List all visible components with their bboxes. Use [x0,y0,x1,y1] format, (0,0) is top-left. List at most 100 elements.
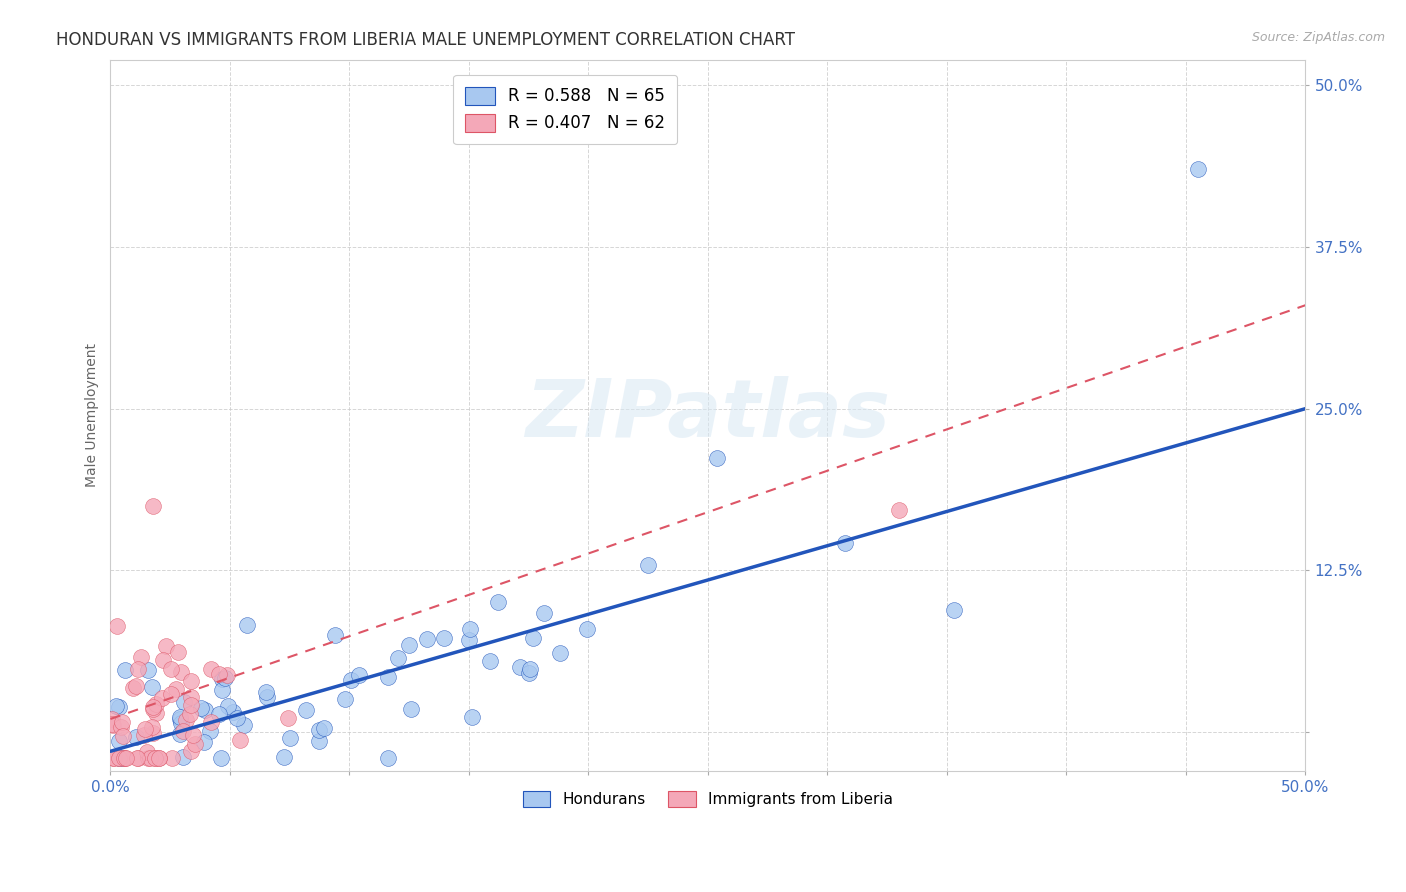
Point [314,721,336,735]
Point [127,751,149,765]
Point [399,702,422,716]
Point [141,681,163,695]
Point [519,662,541,676]
Point [114,751,136,765]
Point [943,603,966,617]
Point [132,728,155,742]
Point [323,628,346,642]
Point [180,698,202,713]
Point [166,645,188,659]
Point [173,695,195,709]
Point [101,751,124,765]
Point [706,450,728,465]
Point [174,713,197,727]
Point [139,751,162,765]
Point [112,751,135,765]
Point [101,717,124,731]
Point [887,502,910,516]
Point [211,672,233,686]
Point [160,751,183,765]
Point [148,751,170,765]
Point [169,712,191,726]
Point [193,703,215,717]
Point [198,724,221,739]
Point [169,716,191,731]
Point [200,715,222,730]
Point [387,651,409,665]
Point [209,751,232,765]
Point [208,707,231,722]
Point [179,706,201,721]
Point [107,733,129,747]
Point [637,558,659,573]
Point [142,726,165,740]
Point [222,706,245,720]
Point [101,718,124,732]
Point [180,690,202,705]
Point [107,751,129,765]
Point [347,668,370,682]
Point [127,751,149,765]
Point [236,617,259,632]
Point [111,714,134,729]
Point [170,665,193,679]
Point [105,699,128,714]
Point [461,709,484,723]
Point [377,751,399,765]
Point [458,633,481,648]
Point [112,751,135,765]
Point [121,681,143,696]
Point [155,639,177,653]
Point [200,662,222,676]
Point [226,711,249,725]
Point [131,649,153,664]
Point [308,723,330,738]
Point [398,638,420,652]
Point [308,733,330,747]
Point [101,712,124,726]
Text: Source: ZipAtlas.com: Source: ZipAtlas.com [1251,31,1385,45]
Point [256,690,278,705]
Point [112,751,135,765]
Point [114,663,136,677]
Point [114,751,136,765]
Point [141,720,163,734]
Point [277,711,299,725]
Point [136,663,159,677]
Point [333,692,356,706]
Point [150,691,173,706]
Point [217,698,239,713]
Point [180,744,202,758]
Point [517,666,540,681]
Point [172,750,194,764]
Legend: Hondurans, Immigrants from Liberia: Hondurans, Immigrants from Liberia [513,781,903,816]
Point [214,671,236,685]
Point [110,720,132,734]
Point [486,595,509,609]
Point [433,631,456,645]
Point [1187,162,1209,177]
Point [193,735,215,749]
Point [184,737,207,751]
Point [125,731,148,745]
Point [125,679,148,693]
Point [105,619,128,633]
Point [111,729,134,743]
Point [142,499,165,513]
Point [576,622,599,636]
Point [143,751,166,765]
Point [458,623,481,637]
Point [232,717,254,731]
Point [211,682,233,697]
Point [152,653,174,667]
Point [103,751,125,765]
Point [169,727,191,741]
Text: HONDURAN VS IMMIGRANTS FROM LIBERIA MALE UNEMPLOYMENT CORRELATION CHART: HONDURAN VS IMMIGRANTS FROM LIBERIA MALE… [56,31,796,49]
Point [180,673,202,688]
Point [127,662,149,676]
Point [208,667,231,681]
Point [142,701,165,715]
Point [533,606,555,620]
Point [377,670,399,684]
Point [134,722,156,736]
